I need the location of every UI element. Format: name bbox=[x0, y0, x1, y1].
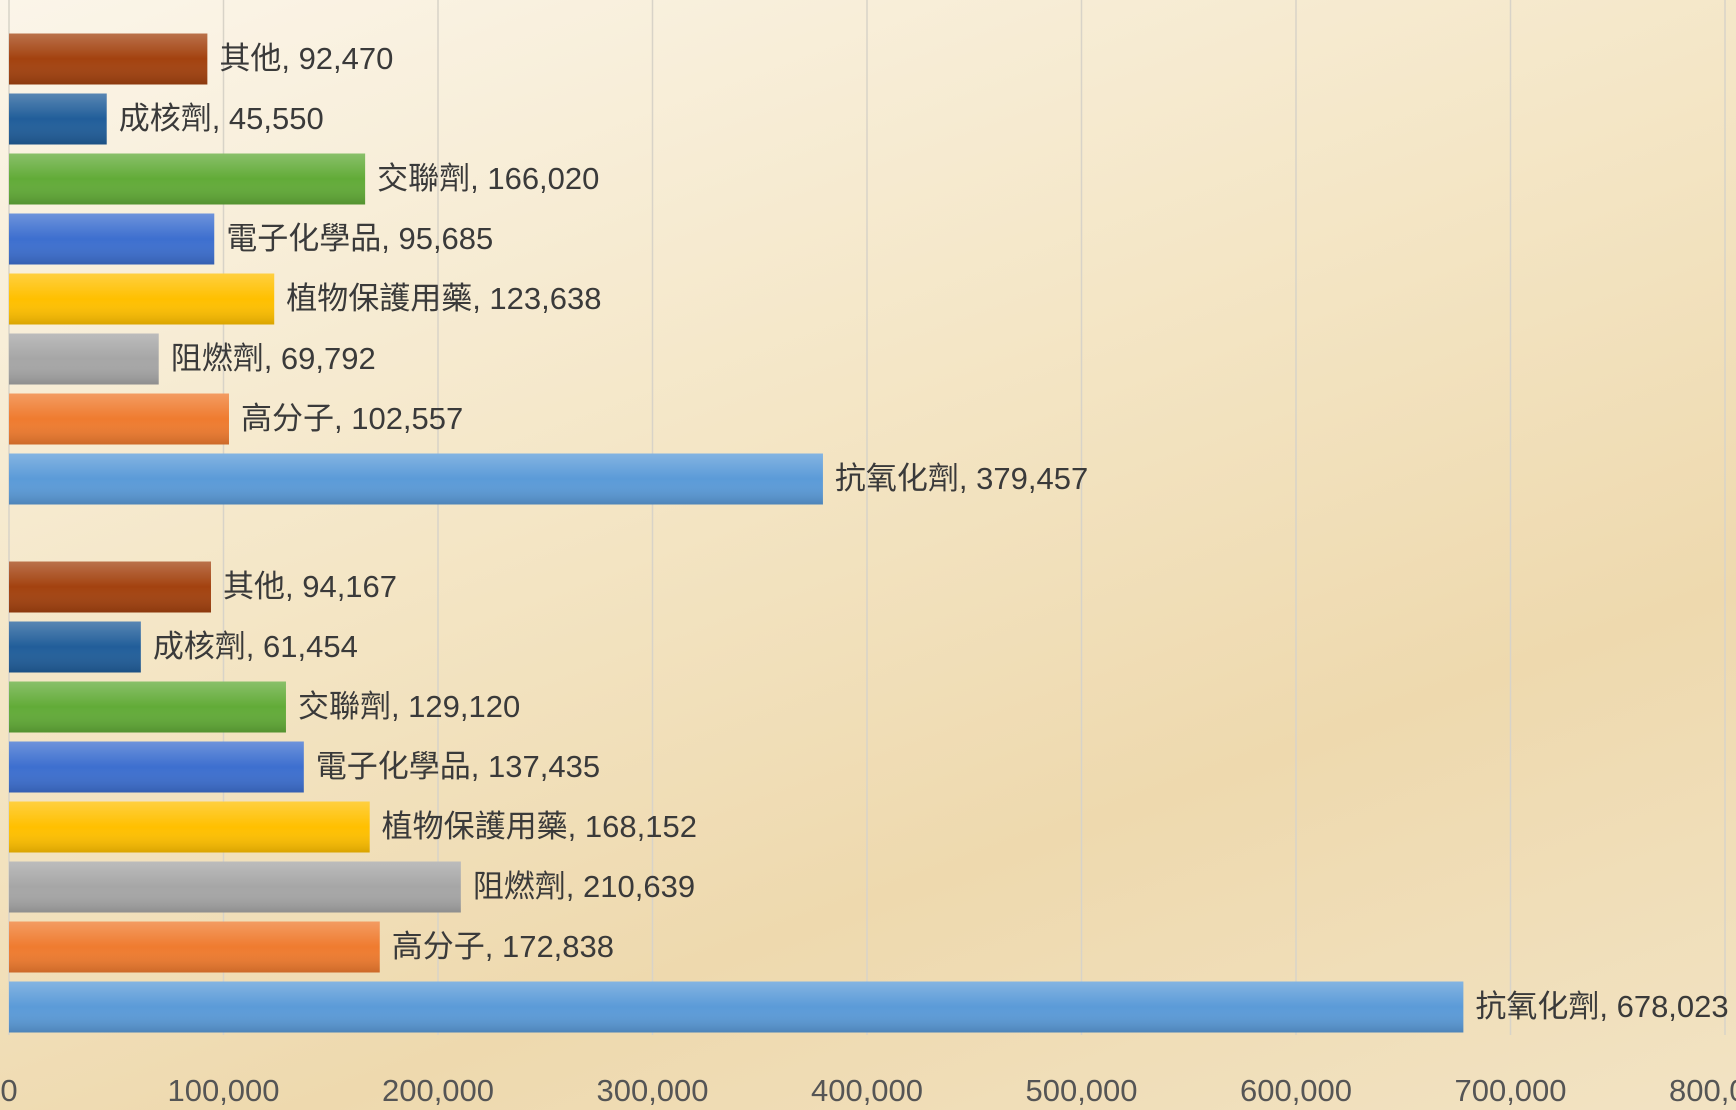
data-label: 植物保護用藥, 168,152 bbox=[382, 809, 697, 844]
data-label: 成核劑, 61,454 bbox=[153, 629, 358, 664]
data-label: 成核劑, 45,550 bbox=[119, 101, 324, 136]
bar bbox=[9, 802, 370, 853]
x-tick-label: 800,000 bbox=[1669, 1073, 1736, 1108]
data-label: 阻燃劑, 210,639 bbox=[473, 869, 695, 904]
bar bbox=[9, 682, 286, 733]
data-label: 其他, 94,167 bbox=[223, 569, 397, 604]
bar bbox=[9, 94, 107, 145]
x-tick-label: 0 bbox=[0, 1073, 17, 1108]
data-label: 植物保護用藥, 123,638 bbox=[286, 281, 601, 316]
data-label: 高分子, 172,838 bbox=[392, 929, 614, 964]
data-label: 高分子, 102,557 bbox=[241, 401, 463, 436]
bar bbox=[9, 982, 1463, 1033]
data-label: 抗氧化劑, 678,023 bbox=[1475, 989, 1728, 1024]
bar bbox=[9, 622, 141, 673]
data-label: 電子化學品, 95,685 bbox=[226, 221, 493, 256]
x-tick-label: 200,000 bbox=[382, 1073, 494, 1108]
x-tick-label: 100,000 bbox=[167, 1073, 279, 1108]
x-tick-label: 500,000 bbox=[1025, 1073, 1137, 1108]
x-tick-label: 300,000 bbox=[596, 1073, 708, 1108]
data-label: 交聯劑, 166,020 bbox=[377, 161, 599, 196]
bar bbox=[9, 454, 823, 505]
chart: 0 100,000 200,000 300,000 400,000 500,000 600,… bbox=[0, 0, 1736, 1110]
bar bbox=[9, 214, 214, 265]
bar bbox=[9, 274, 274, 325]
bar bbox=[9, 922, 380, 973]
bar bbox=[9, 562, 211, 613]
x-tick-label: 600,000 bbox=[1240, 1073, 1352, 1108]
bar bbox=[9, 34, 207, 85]
data-label: 抗氧化劑, 379,457 bbox=[835, 461, 1088, 496]
x-tick-label: 400,000 bbox=[811, 1073, 923, 1108]
data-label: 電子化學品, 137,435 bbox=[316, 749, 600, 784]
bar bbox=[9, 394, 229, 445]
bar bbox=[9, 154, 365, 205]
x-tick-label: 700,000 bbox=[1454, 1073, 1566, 1108]
bar bbox=[9, 742, 304, 793]
data-label: 阻燃劑, 69,792 bbox=[171, 341, 376, 376]
bar bbox=[9, 334, 159, 385]
bar bbox=[9, 862, 461, 913]
data-label: 其他, 92,470 bbox=[219, 41, 393, 76]
data-label: 交聯劑, 129,120 bbox=[298, 689, 520, 724]
